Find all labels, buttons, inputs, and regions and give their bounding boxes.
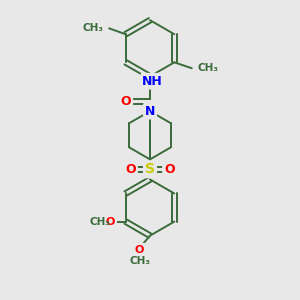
Text: N: N [145,105,155,118]
Text: S: S [145,162,155,176]
Text: CH₃: CH₃ [90,217,111,226]
Text: O: O [164,163,175,176]
Text: CH₃: CH₃ [198,63,219,73]
Text: CH₃: CH₃ [129,256,150,266]
Text: O: O [106,217,116,226]
Text: O: O [135,244,144,255]
Text: NH: NH [142,75,163,88]
Text: CH₃: CH₃ [82,23,103,33]
Text: O: O [121,95,131,108]
Text: O: O [125,163,136,176]
